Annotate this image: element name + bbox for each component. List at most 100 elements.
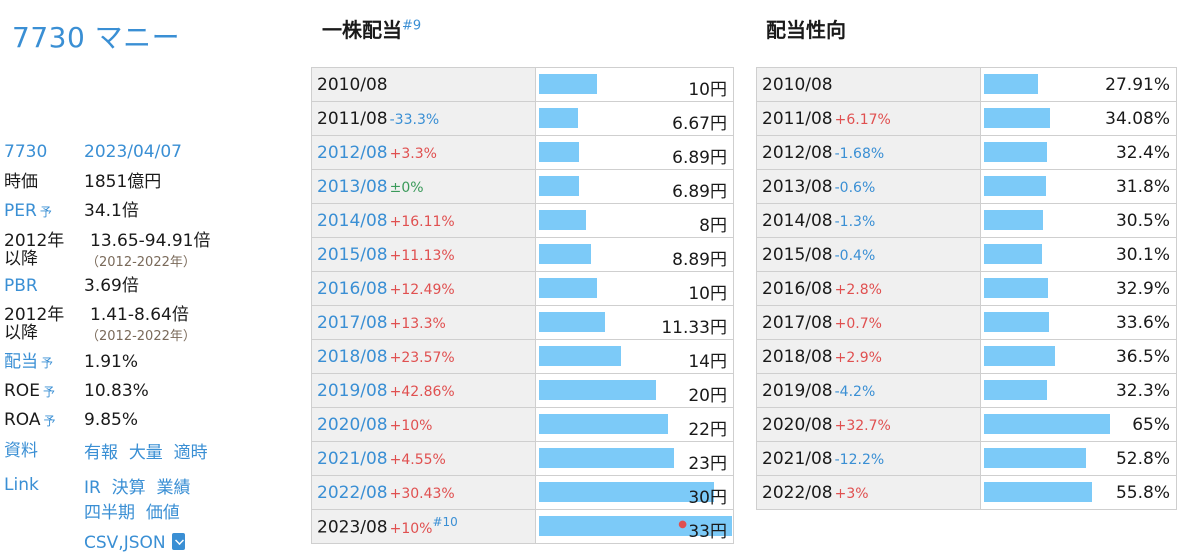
payout-row: 2019/08 -4.2% 32.3% <box>756 373 1177 408</box>
dividend-change: +10% <box>389 520 433 537</box>
dividend-yield-label[interactable]: 配当予 <box>4 352 53 373</box>
payout-row: 2015/08 -0.4% 30.1% <box>756 237 1177 272</box>
doc-link-yuho[interactable]: 有報 <box>84 443 118 463</box>
date-link[interactable]: 2023/04/07 <box>84 142 182 162</box>
dividend-year[interactable]: 2019/08 <box>317 380 388 401</box>
payout-bar-cell: 34.08% <box>980 101 1177 136</box>
payout-year: 2022/08 <box>762 482 833 503</box>
payout-year: 2013/08 <box>762 176 833 197</box>
dividend-bar <box>539 448 674 468</box>
market-cap-label: 時価 <box>4 172 38 192</box>
dividend-year[interactable]: 2014/08 <box>317 210 388 231</box>
dividend-bar-cell: 14円 <box>535 339 734 374</box>
roe-label-text: ROE <box>4 381 40 401</box>
dividend-year[interactable]: 2013/08 <box>317 176 388 197</box>
dividend-bar <box>539 346 621 366</box>
payout-value: 32.3% <box>1115 381 1170 401</box>
dividend-year-cell[interactable]: 2015/08 +11.13% <box>311 237 536 272</box>
dividend-year[interactable]: 2012/08 <box>317 142 388 163</box>
payout-year: 2018/08 <box>762 346 833 367</box>
payout-year-cell: 2022/08 +3% <box>756 475 981 510</box>
link-ir[interactable]: IR <box>84 478 101 498</box>
link-kessan[interactable]: 決算 <box>111 478 146 498</box>
payout-year-cell: 2010/08 <box>756 67 981 102</box>
link-shihanki[interactable]: 四半期 <box>84 503 135 523</box>
payout-value: 36.5% <box>1115 347 1170 367</box>
dividend-year[interactable]: 2021/08 <box>317 448 388 469</box>
dividend-row: 2020/08 +10% 22円 <box>311 407 734 442</box>
per-range-value: 13.65-94.91倍 <box>90 231 211 251</box>
download-icon[interactable] <box>171 532 185 550</box>
dividend-table: 2010/08 10円 2011/08 -33.3% 6.67円 2012/08 +3.3%… <box>311 67 734 544</box>
payout-row: 2021/08 -12.2% 52.8% <box>756 441 1177 476</box>
dividend-row: 2023/08 +10%#10 ● 33円 <box>311 509 734 544</box>
payout-table: 2010/08 27.91% 2011/08 +6.17% 34.08% 2012/08-… <box>756 67 1177 510</box>
dividend-year-cell: 2023/08 +10%#10 <box>311 509 536 544</box>
dividend-year-cell[interactable]: 2019/08 +42.86% <box>311 373 536 408</box>
dividend-year-cell[interactable]: 2018/08 +23.57% <box>311 339 536 374</box>
dividend-year[interactable]: 2016/08 <box>317 278 388 299</box>
csv-json-link[interactable]: CSV,JSON <box>84 532 185 553</box>
stock-code-link[interactable]: 7730 <box>4 142 48 162</box>
pbr-range-period: （2012-2022年） <box>86 329 196 344</box>
per-label-text[interactable]: PER <box>4 201 37 221</box>
per-label[interactable]: PER 予 <box>4 201 52 222</box>
roe-label: ROE 予 <box>4 381 55 402</box>
dividend-year-cell[interactable]: 2014/08 +16.11% <box>311 203 536 238</box>
payout-year: 2011/08 <box>762 108 833 129</box>
payout-change: -4.2% <box>834 383 876 400</box>
dividend-value: 22円 <box>688 420 727 440</box>
payout-year-cell: 2014/08 -1.3% <box>756 203 981 238</box>
dividend-year-cell[interactable]: 2021/08 +4.55% <box>311 441 536 476</box>
dividend-row: 2012/08 +3.3% 6.89円 <box>311 135 734 170</box>
dividend-change: +16.11% <box>389 213 455 230</box>
dividend-row: 2013/08 ±0% 6.89円 <box>311 169 734 204</box>
dividend-change: +3.3% <box>389 145 437 162</box>
payout-year-cell: 2016/08 +2.8% <box>756 271 981 306</box>
dividend-year[interactable]: 2020/08 <box>317 414 388 435</box>
payout-row: 2013/08 -0.6% 31.8% <box>756 169 1177 204</box>
links-row-2: 四半期 価値 <box>84 503 180 523</box>
dividend-year-cell[interactable]: 2017/08 +13.3% <box>311 305 536 340</box>
dividend-footnote-link[interactable]: #10 <box>432 515 458 530</box>
doc-link-tairyo[interactable]: 大量 <box>128 443 163 463</box>
dividend-year[interactable]: 2022/08 <box>317 482 388 503</box>
payout-row: 2020/08 +32.7% 65% <box>756 407 1177 442</box>
dividend-bar-cell: 10円 <box>535 67 734 102</box>
payout-change: +2.9% <box>834 349 882 366</box>
payout-bar-cell: 27.91% <box>980 67 1177 102</box>
dividend-bar-cell: 30円 <box>535 475 734 510</box>
dividend-yield-label-text[interactable]: 配当 <box>4 352 38 372</box>
dividend-value: 6.89円 <box>672 148 727 168</box>
csv-json-label[interactable]: CSV,JSON <box>84 533 166 553</box>
payout-bar <box>984 176 1046 196</box>
dividend-value: 23円 <box>688 454 727 474</box>
dividend-year-cell[interactable]: 2016/08 +12.49% <box>311 271 536 306</box>
payout-bar-cell: 32.4% <box>980 135 1177 170</box>
dividend-year[interactable]: 2018/08 <box>317 346 388 367</box>
dividend-footnote-link[interactable]: #9 <box>402 18 422 34</box>
dividend-bar-cell: 20円 <box>535 373 734 408</box>
payout-year-cell: 2012/08 -1.68% <box>756 135 981 170</box>
payout-year: 2016/08 <box>762 278 833 299</box>
payout-bar-cell: 65% <box>980 407 1177 442</box>
dividend-year[interactable]: 2015/08 <box>317 244 388 265</box>
link-gyoseki[interactable]: 業績 <box>156 478 191 498</box>
pbr-label[interactable]: PBR <box>4 276 38 296</box>
dividend-year-cell[interactable]: 2012/08 +3.3% <box>311 135 536 170</box>
payout-year-cell: 2013/08 -0.6% <box>756 169 981 204</box>
dividend-year[interactable]: 2017/08 <box>317 312 388 333</box>
dividend-title-text: 一株配当 <box>322 18 402 42</box>
doc-link-tekiji[interactable]: 適時 <box>173 443 208 463</box>
roa-value: 9.85% <box>84 410 139 430</box>
dividend-year-cell[interactable]: 2020/08 +10% <box>311 407 536 442</box>
payout-bar-cell: 52.8% <box>980 441 1177 476</box>
dividend-year-cell[interactable]: 2022/08 +30.43% <box>311 475 536 510</box>
dividend-year-cell[interactable]: 2013/08 ±0% <box>311 169 536 204</box>
dividend-bar <box>539 380 656 400</box>
payout-bar-cell: 31.8% <box>980 169 1177 204</box>
dividend-row: 2019/08 +42.86% 20円 <box>311 373 734 408</box>
payout-value: 30.1% <box>1115 245 1170 265</box>
dividend-change: +10% <box>389 417 433 434</box>
link-kachi[interactable]: 価値 <box>145 503 180 523</box>
